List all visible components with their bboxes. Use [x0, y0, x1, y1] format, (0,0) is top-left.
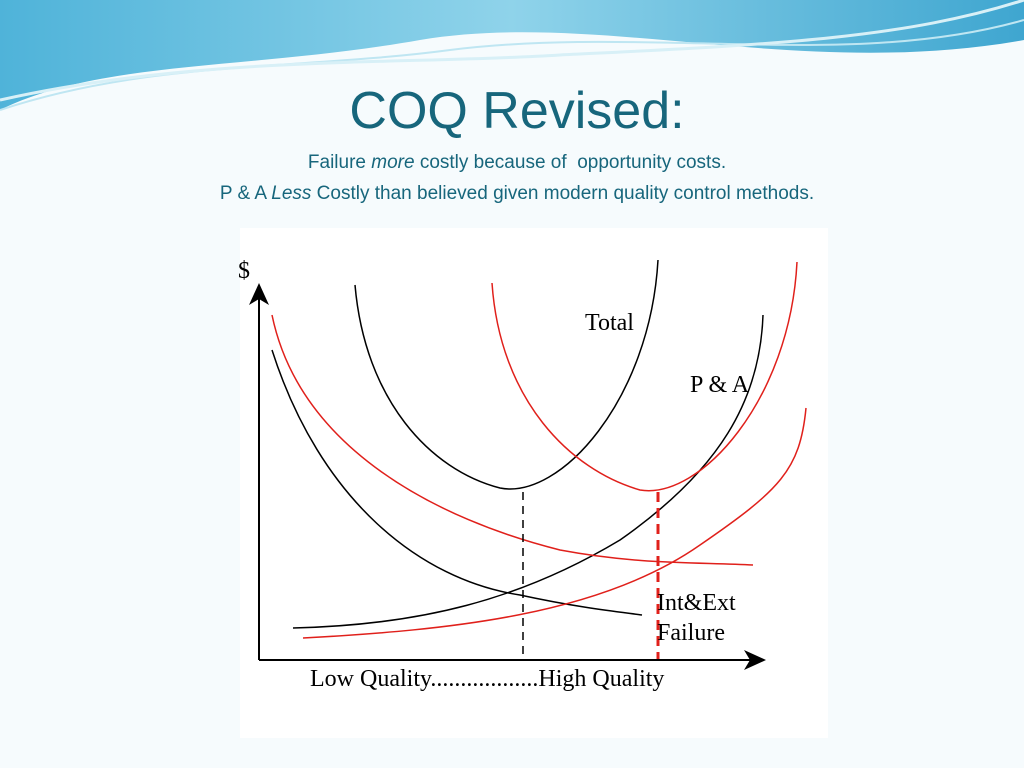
failure-revised [271, 314, 754, 566]
subtitle-part: more [371, 152, 414, 173]
subtitle-part: Costly than believed given modern qualit… [311, 183, 814, 204]
total-curve [354, 259, 659, 490]
curve-label: Total [585, 310, 634, 336]
curves [258, 259, 807, 661]
curve-label: Failure [657, 620, 725, 646]
subtitle-part: costly because of opportunity costs. [415, 152, 727, 173]
subtitle: P & A Less Costly than believed given mo… [220, 183, 814, 204]
curve-label: P & A [690, 372, 750, 398]
subtitle-part: Less [271, 183, 312, 204]
wave-line [0, 0, 1024, 102]
title: COQ Revised: [349, 82, 684, 140]
total-revised [491, 261, 798, 492]
diagram-area [240, 228, 828, 738]
curve-label: Int&Ext [657, 590, 736, 616]
arrow [744, 650, 766, 670]
x-axis-label: Low Quality..................High Qualit… [310, 666, 664, 692]
failure-curve [271, 349, 643, 616]
wave [0, 0, 1024, 110]
arrow [249, 283, 269, 305]
subtitle-part: Failure [308, 152, 371, 173]
pa-revised [302, 407, 807, 639]
y-axis-label: $ [238, 258, 250, 284]
subtitle: Failure more costly because of opportuni… [308, 152, 726, 173]
subtitle-part: P & A [220, 183, 271, 204]
pa-curve [292, 314, 764, 629]
